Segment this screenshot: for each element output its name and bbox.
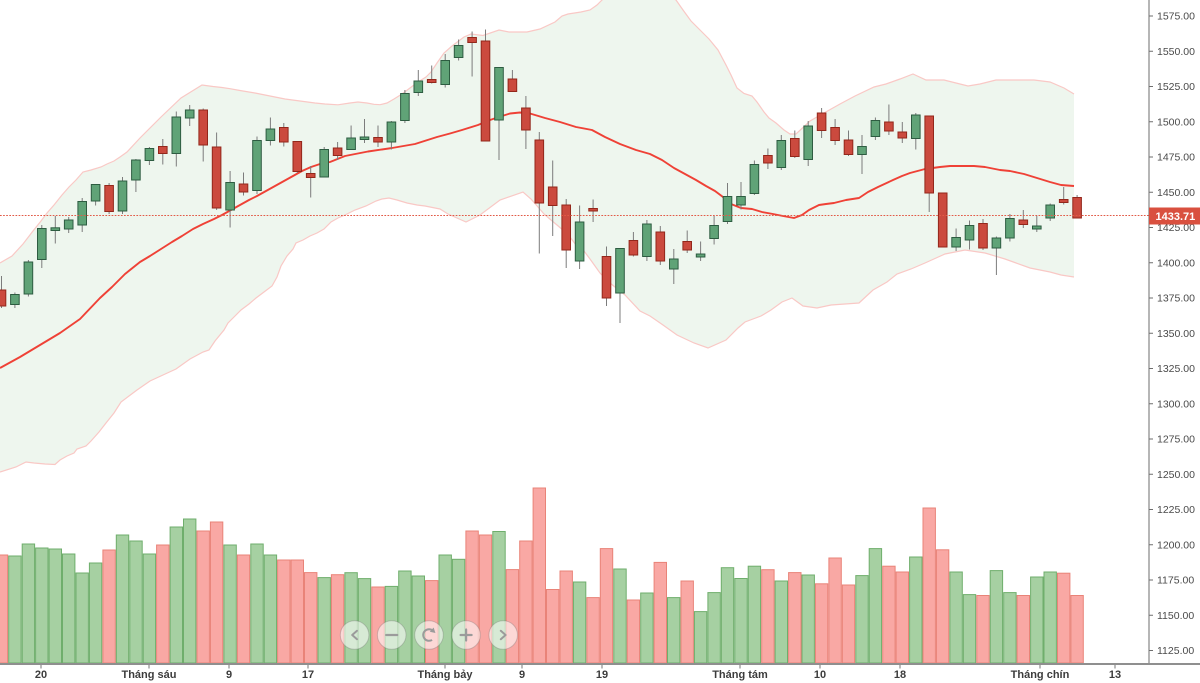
svg-text:9: 9	[519, 669, 525, 681]
svg-text:1475.00: 1475.00	[1157, 152, 1195, 164]
svg-text:1500.00: 1500.00	[1157, 116, 1195, 128]
svg-text:9: 9	[226, 669, 232, 681]
svg-text:1175.00: 1175.00	[1157, 575, 1194, 587]
svg-text:1325.00: 1325.00	[1157, 363, 1195, 375]
svg-text:1150.00: 1150.00	[1157, 610, 1194, 622]
svg-text:1125.00: 1125.00	[1157, 645, 1194, 657]
svg-text:Tháng chín: Tháng chín	[1011, 669, 1070, 681]
svg-text:1400.00: 1400.00	[1157, 257, 1195, 269]
svg-text:10: 10	[814, 669, 826, 681]
svg-text:20: 20	[35, 669, 47, 681]
svg-text:1433.71: 1433.71	[1156, 211, 1196, 223]
svg-text:1450.00: 1450.00	[1157, 187, 1195, 199]
svg-text:1425.00: 1425.00	[1157, 222, 1195, 234]
svg-text:1250.00: 1250.00	[1157, 469, 1195, 481]
svg-text:1575.00: 1575.00	[1157, 11, 1195, 23]
svg-text:1550.00: 1550.00	[1157, 46, 1195, 58]
svg-text:13: 13	[1109, 669, 1121, 681]
svg-text:1350.00: 1350.00	[1157, 328, 1195, 340]
svg-text:1375.00: 1375.00	[1157, 293, 1195, 305]
svg-text:Tháng bảy: Tháng bảy	[417, 669, 473, 681]
svg-text:18: 18	[894, 669, 906, 681]
svg-text:17: 17	[302, 669, 314, 681]
svg-text:1275.00: 1275.00	[1157, 434, 1195, 446]
svg-text:1200.00: 1200.00	[1157, 539, 1195, 551]
svg-text:19: 19	[596, 669, 608, 681]
svg-text:Tháng sáu: Tháng sáu	[121, 669, 176, 681]
svg-text:Tháng tám: Tháng tám	[712, 669, 768, 681]
svg-text:1300.00: 1300.00	[1157, 398, 1195, 410]
svg-text:1525.00: 1525.00	[1157, 81, 1195, 93]
svg-text:1225.00: 1225.00	[1157, 504, 1195, 516]
